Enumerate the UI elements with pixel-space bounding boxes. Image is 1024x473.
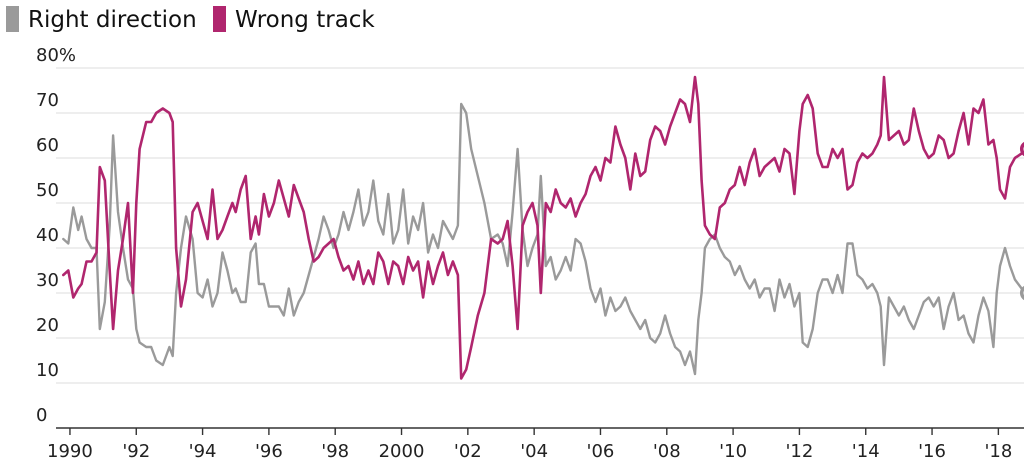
x-axis-tick-labels: 1990 '92 '94 '96 '98 2000 '02 '04 '06 '08 '10 '12 '1… — [47, 428, 1012, 462]
x-tick-label-2014: '14 — [852, 441, 880, 462]
y-tick-label-0: 0 — [36, 405, 47, 426]
y-tick-label-70: 70 — [36, 90, 59, 111]
x-tick-label-2012: '12 — [785, 441, 813, 462]
x-tick-label-1990: 1990 — [47, 441, 93, 462]
legend-swatch-right-direction — [6, 6, 19, 32]
series-lines — [62, 75, 1024, 380]
x-tick-label-2004: '04 — [520, 441, 548, 462]
y-tick-label-20: 20 — [36, 315, 59, 336]
x-tick-label-2006: '06 — [587, 441, 615, 462]
y-tick-label-10: 10 — [36, 360, 59, 381]
gridlines — [56, 67, 1024, 429]
x-tick-label-2010: '10 — [719, 441, 747, 462]
x-tick-label-2002: '02 — [454, 441, 482, 462]
y-tick-label-50: 50 — [36, 180, 59, 201]
x-tick-label-1998: '98 — [321, 441, 349, 462]
legend: Right direction Wrong track — [6, 6, 375, 33]
x-tick-label-2016: '16 — [918, 441, 946, 462]
legend-label-right-direction: Right direction — [28, 7, 197, 33]
x-tick-label-2000: 2000 — [379, 441, 425, 462]
y-tick-label-60: 60 — [36, 135, 59, 156]
series-line-right-direction — [62, 102, 1024, 376]
x-tick-label-1996: '96 — [255, 441, 283, 462]
x-tick-label-1994: '94 — [189, 441, 217, 462]
series-line-wrong-track — [62, 75, 1024, 380]
y-tick-label-40: 40 — [36, 225, 59, 246]
x-tick-label-1992: '92 — [122, 441, 150, 462]
x-tick-label-2008: '08 — [653, 441, 681, 462]
x-tick-label-2018: '18 — [984, 441, 1012, 462]
end-marker-right-direction — [1019, 285, 1024, 301]
end-marker-wrong-track — [1019, 141, 1024, 157]
end-markers — [1019, 141, 1024, 301]
y-axis-tick-labels: 0 10 20 30 40 50 60 70 80% — [36, 45, 76, 426]
y-tick-label-30: 30 — [36, 270, 59, 291]
legend-label-wrong-track: Wrong track — [235, 7, 375, 33]
legend-swatch-wrong-track — [213, 6, 226, 32]
y-tick-label-80: 80% — [36, 45, 76, 66]
